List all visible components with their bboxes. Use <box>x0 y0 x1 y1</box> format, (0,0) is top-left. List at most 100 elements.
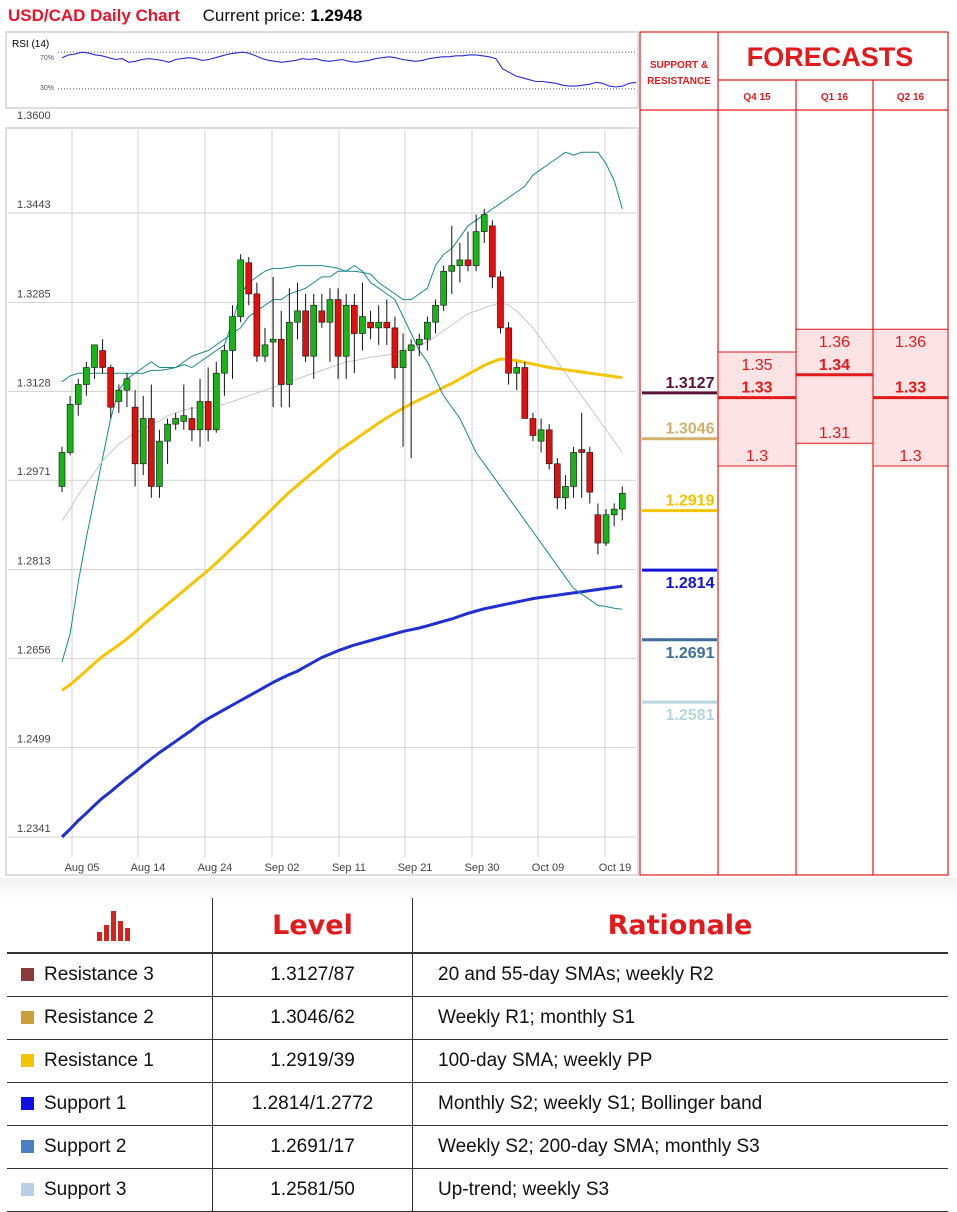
forecast-low-label: 1.3 <box>899 448 921 465</box>
candle-body <box>221 350 228 374</box>
candle-body <box>180 415 188 422</box>
candle-body <box>505 327 512 374</box>
candle-body <box>562 486 569 499</box>
level-name: Resistance 2 <box>44 1007 154 1028</box>
level-value: 1.2919/39 <box>212 1039 413 1083</box>
rsi-frame <box>5 31 639 109</box>
candle-body <box>58 452 66 487</box>
sr-header: SUPPORT & RESISTANCE <box>647 60 711 87</box>
forecast-quarter-label: Q4 15 <box>743 92 771 103</box>
level-header: Level <box>212 898 413 954</box>
candle-body <box>480 214 488 232</box>
level-name: Support 1 <box>44 1093 127 1114</box>
candle-body <box>83 367 90 385</box>
candle-body <box>261 344 269 357</box>
candle-body <box>432 304 439 323</box>
y-tick-label: 1.2499 <box>17 734 51 746</box>
candle-body <box>139 418 147 465</box>
candle-body <box>253 293 261 357</box>
bar-chart-icon <box>97 909 135 941</box>
candle-body <box>334 299 342 357</box>
price-panel: 1.3600 1.3443 1.3285 1.3128 1.2971 1.2813 1.26… <box>5 110 639 876</box>
level-name-cell: Resistance 1 <box>7 1039 213 1083</box>
sr-level-label: 1.3046 <box>666 421 715 438</box>
candle-body <box>164 423 171 442</box>
candle-body <box>513 367 521 374</box>
candle-body <box>148 418 155 487</box>
level-rationale: Weekly R1; monthly S1 <box>412 996 948 1040</box>
rsi-30-label: 30% <box>40 85 54 92</box>
candle-body <box>618 492 626 510</box>
indicator-line-1 <box>61 357 623 692</box>
candle-body <box>188 418 196 431</box>
x-tick-label: Sep 11 <box>332 862 366 874</box>
forecast-range-band <box>797 329 872 444</box>
forecast-range-band <box>719 352 795 466</box>
x-tick-label: Aug 14 <box>131 862 166 874</box>
chart-header: USD/CAD Daily Chart Current price: 1.294… <box>8 6 362 26</box>
forecast-quarter-label: Q2 16 <box>897 92 925 103</box>
x-tick-label: Oct 09 <box>532 862 564 874</box>
candle-body <box>326 299 334 323</box>
table-row: Support 2 1.2691/17 Weekly S2; 200-day SMA… <box>7 1125 948 1169</box>
level-name: Resistance 3 <box>44 964 154 985</box>
candle-body <box>529 418 537 436</box>
candle-body <box>545 429 553 465</box>
level-name: Support 3 <box>44 1179 127 1200</box>
y-tick-label: 1.2656 <box>17 645 51 657</box>
candle-body <box>269 338 277 343</box>
y-tick-label: 1.2341 <box>17 823 51 835</box>
indicator-line-2 <box>61 151 623 663</box>
y-tick-label: 1.3128 <box>17 377 51 389</box>
candle-body <box>212 372 220 431</box>
y-tick-label: 1.3600 <box>17 110 51 122</box>
table-row: Resistance 1 1.2919/39 100-day SMA; weekly… <box>7 1039 948 1083</box>
candle-body <box>489 225 496 278</box>
forecast-low-label: 1.3 <box>746 448 768 465</box>
sr-level-label: 1.2814 <box>666 575 715 592</box>
x-tick-label: Aug 24 <box>198 862 233 874</box>
level-color-swatch <box>21 1011 34 1024</box>
level-rationale: 20 and 55-day SMAs; weekly R2 <box>412 953 948 997</box>
candle-body <box>107 367 115 408</box>
candle-body <box>415 338 423 346</box>
level-color-swatch <box>21 1054 34 1067</box>
sr-level-label: 1.2691 <box>666 645 715 662</box>
candle-body <box>302 310 309 357</box>
right-panel-frame <box>639 31 949 876</box>
candle-body <box>99 350 106 368</box>
table-row: Resistance 3 1.3127/87 20 and 55-day SMAs;… <box>7 953 948 997</box>
forecast-high-label: 1.36 <box>895 334 926 351</box>
level-color-swatch <box>21 1140 34 1153</box>
candle-body <box>131 406 139 465</box>
candle-body <box>537 429 545 442</box>
level-name: Support 2 <box>44 1136 127 1157</box>
level-value: 1.2814/1.2772 <box>212 1082 413 1126</box>
table-row: Resistance 2 1.3046/62 Weekly R1; monthly … <box>7 996 948 1040</box>
level-value: 1.2691/17 <box>212 1125 413 1169</box>
y-tick-label: 1.3285 <box>17 288 51 300</box>
forecast-mid-label: 1.33 <box>895 380 926 397</box>
rsi-panel: RSI (14) 70% 30% <box>5 31 639 109</box>
sr-level-label: 1.2581 <box>666 707 715 724</box>
right-panels: SUPPORT & RESISTANCE FORECASTS Q4 15 1.35 1.3… <box>639 31 949 876</box>
candle-body <box>237 259 244 317</box>
rationale-header: Rationale <box>412 898 948 954</box>
level-value: 1.3046/62 <box>212 996 413 1040</box>
forecasts-title: FORECASTS <box>747 42 914 72</box>
level-name-cell: Resistance 2 <box>7 996 213 1040</box>
candle-body <box>554 463 561 499</box>
candle-body <box>286 321 293 385</box>
candle-body <box>586 452 594 493</box>
candle-body <box>277 338 285 385</box>
current-price-label: Current price: <box>202 6 306 25</box>
level-rationale: Weekly S2; 200-day SMA; monthly S3 <box>412 1125 948 1169</box>
x-tick-label: Aug 05 <box>65 862 100 874</box>
candle-body <box>342 304 350 357</box>
candle-body <box>91 344 98 368</box>
level-value: 1.3127/87 <box>212 953 413 997</box>
candle-body <box>156 440 163 487</box>
x-tick-label: Sep 02 <box>265 862 300 874</box>
candle-body <box>578 449 585 453</box>
x-tick-label: Sep 21 <box>398 862 433 874</box>
